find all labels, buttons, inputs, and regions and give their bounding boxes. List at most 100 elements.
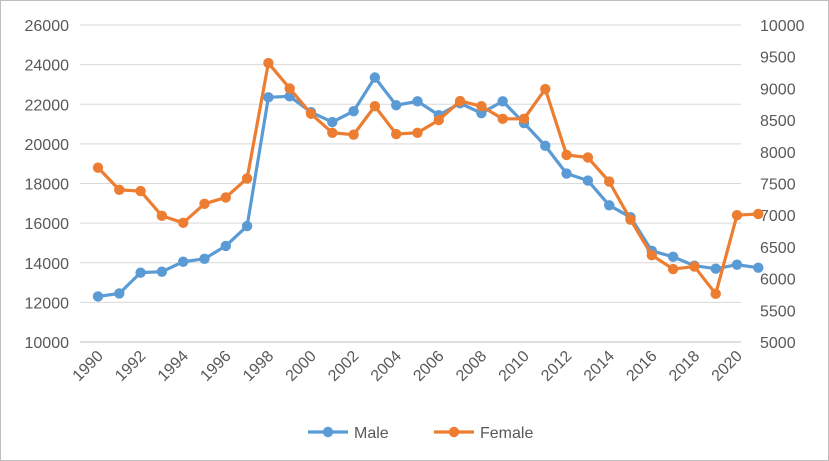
data-point [497, 96, 508, 107]
data-point [433, 114, 444, 126]
x-tick-label: 2010 [496, 348, 533, 385]
data-point [135, 267, 146, 278]
x-axis: 1990 1992 1994 1996 1998 2000 2002 2004 2006 2008… [70, 348, 746, 385]
data-point [199, 253, 210, 264]
data-point [391, 100, 402, 111]
data-point [710, 263, 721, 274]
y-right-tick-label: 9500 [760, 50, 796, 67]
y-right-tick-label: 6000 [760, 272, 796, 289]
data-point [199, 198, 210, 209]
data-point [540, 83, 551, 95]
y-axis-right: 5000 5500 6000 6500 7000 7500 8000 8500 9000 9500… [760, 18, 805, 352]
x-tick-label: 2014 [581, 348, 618, 385]
gridlines [80, 24, 741, 343]
data-point [369, 100, 381, 112]
data-point [497, 113, 508, 125]
data-point [667, 251, 679, 263]
data-point [582, 152, 594, 163]
data-point [263, 92, 274, 103]
x-tick-label: 2008 [453, 348, 490, 385]
data-point [114, 184, 125, 196]
data-point [178, 217, 189, 229]
data-point [114, 288, 125, 299]
data-point [561, 149, 572, 161]
data-point [604, 176, 615, 187]
data-point [412, 96, 423, 107]
data-point [220, 240, 231, 252]
data-point [284, 83, 295, 94]
data-point [753, 208, 764, 220]
data-point [412, 127, 423, 138]
legend-item-male: Male [308, 425, 389, 442]
x-tick-label: 1990 [70, 348, 107, 385]
x-tick-label: 2002 [325, 348, 362, 385]
data-point [327, 127, 338, 138]
x-tick-label: 2006 [410, 348, 447, 385]
data-point [263, 57, 274, 69]
x-tick-label: 2020 [709, 348, 746, 385]
y-right-tick-label: 6500 [760, 240, 796, 257]
x-tick-label: 1998 [240, 348, 277, 385]
series-female [92, 57, 764, 300]
data-point [178, 256, 189, 267]
data-point [625, 214, 636, 225]
x-tick-label: 2016 [623, 348, 660, 385]
data-point [476, 100, 487, 112]
data-point [156, 210, 168, 222]
legend-marker [322, 426, 334, 438]
legend-label: Female [480, 425, 533, 442]
y-left-tick-label: 10000 [25, 335, 70, 352]
y-left-tick-label: 24000 [25, 58, 70, 75]
data-point [731, 259, 743, 270]
x-tick-label: 2018 [666, 348, 703, 385]
series [92, 57, 764, 302]
x-tick-label: 2000 [283, 348, 320, 385]
data-point [710, 288, 721, 300]
y-left-tick-label: 14000 [25, 256, 70, 273]
data-point [348, 105, 359, 117]
y-left-tick-label: 22000 [25, 97, 70, 114]
y-left-tick-label: 20000 [25, 137, 70, 154]
x-tick-label: 2012 [538, 348, 575, 385]
x-tick-label: 1992 [112, 348, 149, 385]
data-point [305, 108, 317, 119]
data-point [92, 162, 104, 173]
data-point [156, 266, 168, 277]
data-point [327, 116, 338, 128]
data-point [241, 220, 253, 232]
y-right-tick-label: 9000 [760, 81, 796, 98]
x-tick-label: 1994 [155, 348, 192, 385]
data-point [667, 263, 679, 275]
y-left-tick-label: 16000 [25, 216, 70, 233]
data-point [753, 262, 764, 273]
series-line [97, 75, 759, 299]
data-point [731, 210, 743, 221]
data-point [454, 95, 466, 107]
y-right-tick-label: 8500 [760, 113, 796, 130]
data-point [348, 129, 359, 140]
legend-item-female: Female [434, 425, 533, 442]
data-point [604, 200, 615, 211]
y-right-tick-label: 7500 [760, 177, 796, 194]
legend: Male Female [308, 425, 533, 442]
y-right-tick-label: 10000 [760, 18, 805, 35]
data-point [220, 192, 231, 203]
data-point [241, 173, 253, 184]
y-right-tick-label: 7000 [760, 208, 796, 225]
data-point [646, 249, 657, 261]
data-point [689, 261, 700, 272]
data-point [391, 128, 402, 140]
data-point [135, 185, 146, 197]
data-point [369, 72, 381, 83]
y-left-tick-label: 12000 [25, 295, 70, 312]
y-left-tick-label: 18000 [25, 177, 70, 194]
data-point [540, 140, 551, 152]
x-tick-label: 2004 [368, 348, 405, 385]
legend-marker [448, 426, 460, 438]
data-point [582, 175, 594, 186]
y-right-tick-label: 5000 [760, 335, 796, 352]
y-axis-left: 10000 12000 14000 16000 18000 20000 22000 24000… [25, 18, 70, 352]
x-tick-label: 1996 [197, 348, 234, 385]
